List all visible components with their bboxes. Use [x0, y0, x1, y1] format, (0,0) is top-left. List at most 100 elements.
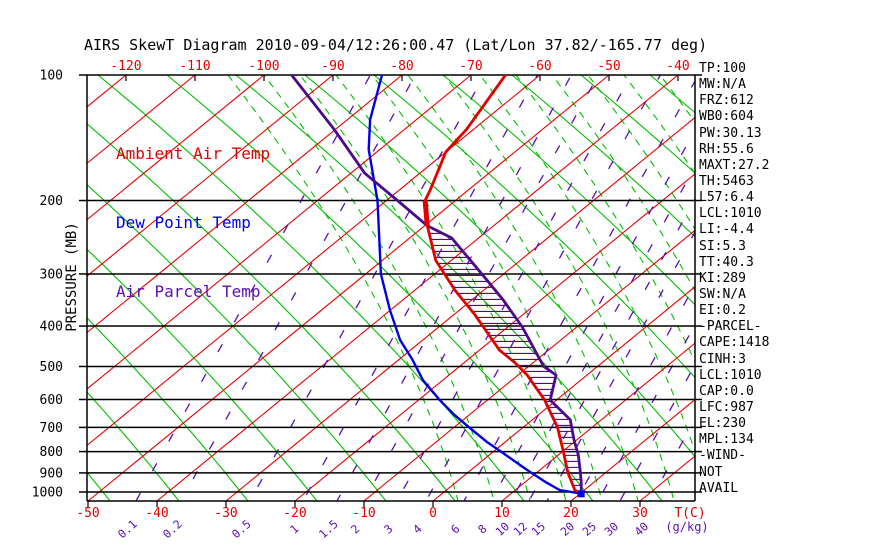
mixing-ratio-label: 3	[381, 521, 396, 536]
dry-adiabat-line	[442, 75, 695, 306]
stat-line: EI:0.2	[699, 303, 746, 319]
mixing-ratio-label: 15	[528, 519, 548, 539]
pressure-tick-label: 600	[40, 393, 63, 408]
moist-adiabat-line	[515, 75, 695, 364]
mixing-ratio-label: 1	[287, 521, 302, 536]
stat-line: LI:-4.4	[699, 222, 754, 238]
isotherm-line	[225, 116, 695, 501]
mixing-ratio-label: 40	[631, 519, 651, 539]
moist-adiabat-line	[371, 75, 603, 501]
stat-line: SI:5.3	[699, 238, 746, 254]
air-parcel-curve	[290, 75, 583, 496]
stat-line: RH:55.6	[699, 141, 754, 157]
mixing-ratio-line	[396, 75, 632, 501]
mixing-ratio-label: 2	[348, 522, 363, 537]
bottom-temp-label: 10	[494, 506, 510, 521]
legend-item-parcel: Air Parcel Temp	[116, 282, 261, 301]
moist-adiabat-line	[407, 75, 639, 501]
pressure-tick-label: 400	[40, 320, 63, 335]
stat-line: CAPE:1418	[699, 335, 770, 351]
stat-line: -PARCEL-	[699, 319, 762, 335]
stat-line: LCL:1010	[699, 206, 762, 222]
stat-line: AVAIL	[699, 480, 739, 496]
stat-line: FRZ:612	[699, 93, 754, 109]
temp-axis-title: T(C)	[674, 506, 705, 521]
isotherm-line	[87, 75, 127, 108]
moist-adiabat-line	[443, 75, 675, 501]
moist-adiabat-line	[299, 75, 531, 501]
dry-adiabat-line	[87, 471, 111, 501]
mixing-ratio-label: 10	[492, 519, 512, 539]
stat-line: MPL:134	[699, 432, 754, 448]
moist-adiabat-line	[623, 75, 695, 175]
stat-line: KI:289	[699, 270, 746, 286]
bottom-temp-label: 0	[429, 506, 437, 521]
ambient-bold-segment	[422, 200, 430, 227]
stat-line: MAXT:27.2	[699, 157, 770, 173]
top-temp-label: -80	[390, 59, 413, 74]
bottom-temp-label: 30	[632, 506, 648, 521]
isotherm-line	[501, 342, 695, 501]
pressure-tick-label: 700	[40, 421, 63, 436]
dry-adiabat-line	[87, 123, 456, 501]
legend-item-ambient: Ambient Air Temp	[116, 144, 271, 163]
mixing-ratio-label: 1.5	[316, 517, 341, 541]
stat-line: CAP:0.0	[699, 383, 754, 399]
dry-adiabat-line	[87, 248, 318, 501]
top-temp-label: -70	[459, 59, 482, 74]
moist-adiabat-line	[335, 75, 567, 501]
mixing-ratio-line	[363, 75, 599, 501]
dry-adiabat-line	[166, 75, 594, 501]
isotherm-line	[156, 75, 679, 501]
grid-lines	[87, 75, 870, 501]
mixing-ratio-label: 8	[475, 521, 490, 536]
dry-adiabat-line	[373, 75, 695, 379]
bottom-temp-label: -40	[145, 506, 168, 521]
ambient-temp-curve	[423, 75, 583, 496]
stat-line: EL:230	[699, 416, 746, 432]
moist-adiabat-line	[840, 75, 870, 501]
mixing-ratio-line	[302, 75, 538, 501]
pressure-axis-title: PRESSURE (MB)	[64, 222, 80, 332]
top-temp-label: -110	[179, 59, 210, 74]
pressure-tick-label: 300	[40, 267, 63, 282]
stat-line: TT:40.3	[699, 254, 754, 270]
pressure-tick-label: 100	[40, 69, 63, 84]
dry-adiabat-line	[87, 184, 387, 501]
isotherm-line	[87, 75, 265, 221]
isotherm-line	[87, 75, 472, 390]
dry-adiabat-line	[304, 75, 695, 458]
sounding-curves	[290, 75, 585, 498]
bottom-temp-label: -30	[214, 506, 237, 521]
isotherm-line	[87, 75, 334, 277]
moist-adiabat-line	[263, 75, 495, 501]
mixing-ratio-axis-title: (g/kg)	[665, 520, 708, 534]
legend: Ambient Air Temp Dew Point Temp Air Parc…	[116, 96, 270, 349]
stat-line: CINH:3	[699, 351, 746, 367]
stat-line: TH:5463	[699, 173, 754, 189]
mixing-ratio-label: 20	[557, 519, 577, 539]
bottom-temp-label: -50	[76, 506, 99, 521]
bottom-temp-label: -20	[283, 506, 306, 521]
mixing-ratio-label: 12	[510, 519, 530, 539]
isotherm-line	[570, 398, 695, 501]
stat-line: LCL:1010	[699, 367, 762, 383]
stat-line: MW:N/A	[699, 77, 746, 93]
isotherm-line	[87, 75, 196, 165]
mixing-ratio-line	[463, 79, 695, 501]
surface-point-marker	[577, 490, 585, 498]
isotherm-line	[294, 173, 695, 501]
stat-line: PW:30.13	[699, 125, 762, 141]
bottom-temp-label: 20	[563, 506, 579, 521]
moist-adiabat-line	[768, 75, 870, 501]
isotherm-line	[87, 75, 403, 334]
top-temp-label: -120	[110, 59, 141, 74]
stat-line: NOT	[699, 464, 723, 480]
mixing-ratio-line	[528, 197, 695, 501]
cape-hatch	[428, 226, 582, 492]
chart-title: AIRS SkewT Diagram 2010-09-04/12:26:00.4…	[84, 36, 708, 54]
top-temp-label: -100	[248, 59, 279, 74]
dry-adiabat-line	[580, 75, 695, 174]
stat-line: L57:6.4	[699, 190, 754, 206]
